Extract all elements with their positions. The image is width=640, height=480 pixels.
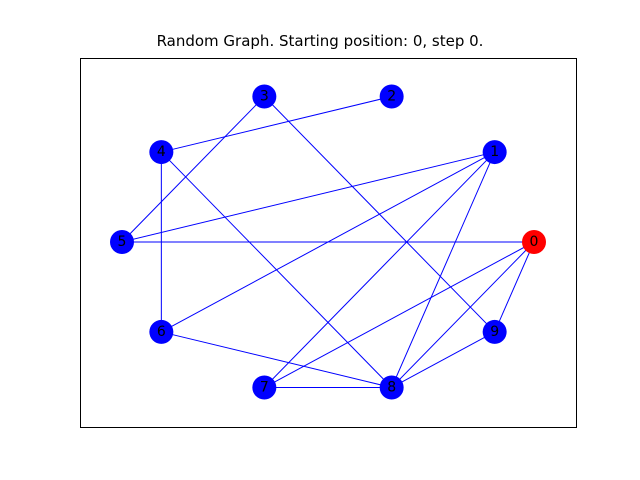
edge-3-9 [263,96,496,333]
node-7 [252,375,277,400]
edge-4-8 [160,151,393,388]
edge-2-4 [161,96,392,153]
node-5 [110,230,134,254]
node-label-7: 7 [260,380,269,396]
node-0 [522,230,546,254]
node-3 [252,84,277,109]
node-label-5: 5 [118,234,127,250]
node-1 [482,140,507,165]
edge-0-8 [391,241,535,388]
edge-1-7 [263,151,496,388]
node-label-9: 9 [490,324,499,340]
edge-1-6 [161,151,495,333]
edge-0-7 [264,241,535,388]
plot-frame [80,58,577,428]
edge-3-5 [121,96,265,243]
node-label-0: 0 [530,234,539,250]
edges [121,96,535,389]
node-8 [379,375,404,400]
edge-0-9 [494,241,535,333]
node-label-4: 4 [157,144,166,160]
edge-1-8 [391,151,496,388]
node-label-1: 1 [490,144,499,160]
edge-6-8 [161,331,392,388]
node-6 [149,319,174,344]
node-2 [379,84,404,109]
edge-1-5 [121,151,495,243]
node-label-3: 3 [260,88,269,104]
node-label-6: 6 [157,324,166,340]
edge-8-9 [391,331,495,388]
chart-title: Random Graph. Starting position: 0, step… [156,32,484,50]
nodes: 0 1 2 3 4 5 6 7 8 9 [110,84,546,400]
node-4 [149,140,174,165]
node-9 [482,319,507,344]
node-label-8: 8 [387,380,396,396]
node-label-2: 2 [387,88,396,104]
